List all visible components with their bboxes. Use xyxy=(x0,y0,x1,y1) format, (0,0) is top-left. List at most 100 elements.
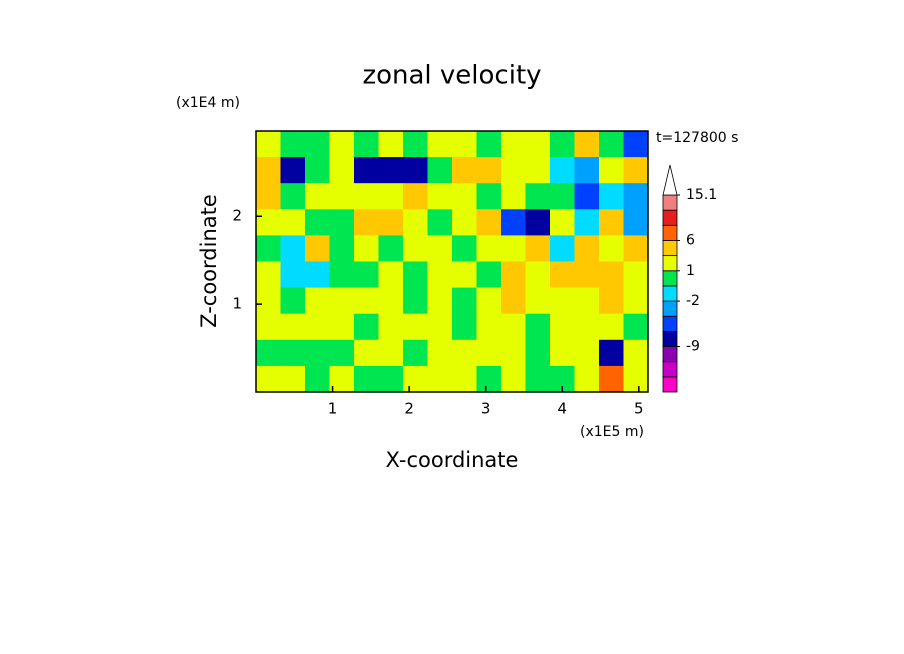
contour-cell xyxy=(574,313,600,341)
colorbar-segment xyxy=(662,361,678,378)
x-tick-label: 5 xyxy=(634,400,644,418)
contour-cell xyxy=(427,287,453,315)
contour-cell xyxy=(427,235,453,262)
contour-cell xyxy=(525,365,551,393)
y-label: Z-coordinate xyxy=(197,194,221,328)
contour-cell xyxy=(550,157,575,184)
contour-cell xyxy=(280,235,306,262)
chart-title: zonal velocity xyxy=(362,61,541,91)
contour-cell xyxy=(256,313,281,341)
contour-cell xyxy=(550,235,575,262)
contour-cell xyxy=(476,209,502,236)
colorbar-segment xyxy=(662,255,678,272)
contour-cell xyxy=(378,235,404,262)
contour-cell xyxy=(354,235,379,262)
contour-cell xyxy=(623,183,649,210)
contour-cell xyxy=(256,365,281,393)
contour-cell xyxy=(574,209,600,236)
contour-cell xyxy=(280,183,306,210)
contour-cell xyxy=(280,157,306,184)
contour-cell xyxy=(305,365,330,393)
contour-cell xyxy=(305,209,330,236)
contour-cell xyxy=(574,131,600,158)
contour-cell xyxy=(305,157,330,184)
contour-cell xyxy=(452,287,477,315)
contour-cell xyxy=(501,209,526,236)
contour-cell xyxy=(329,131,355,158)
contour-cell xyxy=(452,157,477,184)
contour-cell xyxy=(525,235,551,262)
contour-cell xyxy=(305,287,330,315)
contour-cell xyxy=(354,287,379,315)
contour-cell xyxy=(574,157,600,184)
contour-cell xyxy=(427,261,453,289)
contour-cell xyxy=(256,339,281,367)
contour-cell xyxy=(427,157,453,184)
contour-cell xyxy=(476,183,502,210)
contour-cell xyxy=(599,287,624,315)
colorbar-segment xyxy=(662,330,678,347)
contour-cell xyxy=(256,131,281,158)
contour-cell xyxy=(329,339,355,367)
contour-cell xyxy=(501,157,526,184)
contour-cell xyxy=(427,313,453,341)
contour-cell xyxy=(354,261,379,289)
contour-cell xyxy=(599,131,624,158)
y-tick-label: 1 xyxy=(232,295,242,313)
colorbar-segment xyxy=(662,376,678,393)
contour-cell xyxy=(403,287,428,315)
contour-cell xyxy=(599,209,624,236)
contour-cell xyxy=(599,235,624,262)
x-label: X-coordinate xyxy=(386,448,519,472)
contour-cell xyxy=(305,235,330,262)
contour-cell xyxy=(501,183,526,210)
colorbar-segment xyxy=(662,209,678,226)
contour-cell xyxy=(329,313,355,341)
contour-cell xyxy=(574,287,600,315)
contour-cell xyxy=(378,339,404,367)
contour-cell xyxy=(403,157,428,184)
contour-cell xyxy=(452,261,477,289)
contour-cell xyxy=(329,157,355,184)
contour-cell xyxy=(329,235,355,262)
colorbar-tick-label: 1 xyxy=(686,263,695,279)
x-tick-label: 3 xyxy=(481,400,491,418)
colorbar-segment xyxy=(662,300,678,317)
contour-cell xyxy=(305,131,330,158)
contour-cell xyxy=(452,183,477,210)
contour-cell xyxy=(574,235,600,262)
contour-cell xyxy=(378,209,404,236)
contour-cell xyxy=(623,131,649,158)
contour-cell xyxy=(623,339,649,367)
contour-cell xyxy=(550,287,575,315)
contour-cell xyxy=(574,261,600,289)
contour-cell xyxy=(354,313,379,341)
contour-cell xyxy=(452,131,477,158)
contour-cell xyxy=(525,313,551,341)
contour-cell xyxy=(623,365,649,393)
contour-cell xyxy=(476,287,502,315)
contour-cell xyxy=(403,365,428,393)
colorbar-segment xyxy=(662,285,678,302)
contour-cell xyxy=(501,339,526,367)
contour-cell xyxy=(305,313,330,341)
contour-cell xyxy=(354,183,379,210)
contour-cell xyxy=(256,183,281,210)
contour-cell xyxy=(501,287,526,315)
x-tick-label: 1 xyxy=(328,400,338,418)
colorbar-segment xyxy=(662,346,678,363)
contour-cell xyxy=(256,157,281,184)
contour-cell xyxy=(427,183,453,210)
x-unit: (x1E5 m) xyxy=(580,424,644,440)
contour-cell xyxy=(280,365,306,393)
contour-cell xyxy=(501,131,526,158)
contour-cell xyxy=(329,209,355,236)
contour-cell xyxy=(550,209,575,236)
contour-cell xyxy=(378,131,404,158)
contour-cell xyxy=(280,261,306,289)
colorbar-segment xyxy=(662,315,678,332)
contour-cell xyxy=(354,339,379,367)
contour-cell xyxy=(574,365,600,393)
contour-cell xyxy=(476,313,502,341)
contour-cell xyxy=(525,287,551,315)
